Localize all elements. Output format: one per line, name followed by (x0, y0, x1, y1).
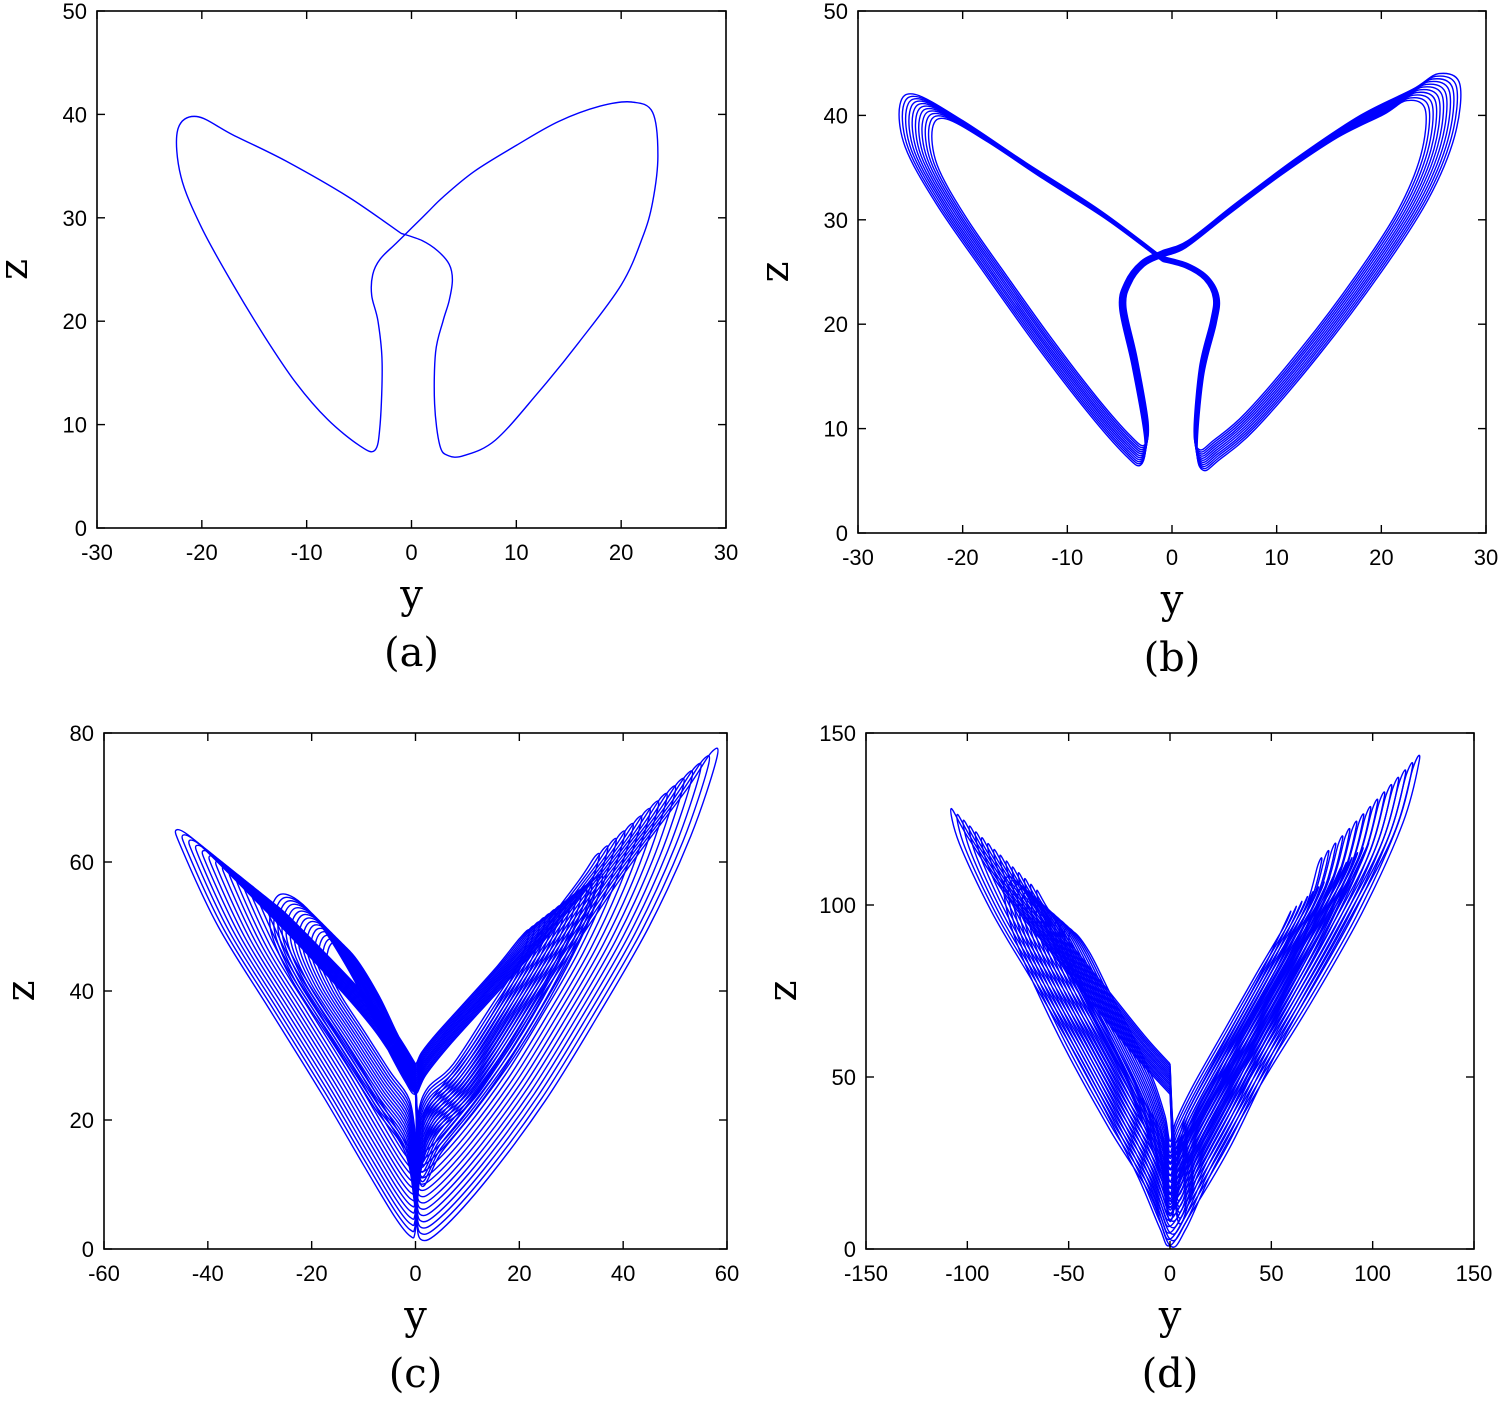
axes-frame-b (857, 10, 1487, 534)
x-tick-label: 50 (1259, 1261, 1283, 1286)
y-tick-label: 0 (844, 1237, 856, 1262)
x-axis-label-b: y (1160, 577, 1184, 623)
trajectory-a-0 (175, 101, 659, 458)
x-tick-label: -20 (296, 1261, 328, 1286)
trajectory-c-loop-14 (268, 852, 601, 1154)
y-axis-label-b: z (752, 261, 798, 282)
x-tick-label: 10 (504, 540, 528, 565)
x-tick-label: -10 (291, 540, 323, 565)
x-tick-label: 20 (1369, 545, 1393, 570)
y-tick-label: 150 (819, 721, 856, 746)
x-tick-label: -60 (88, 1261, 120, 1286)
x-tick-label: -100 (945, 1261, 989, 1286)
trajectory-c-loop-8 (228, 807, 651, 1192)
x-tick-label: 20 (507, 1261, 531, 1286)
x-tick-label: 30 (1474, 545, 1498, 570)
x-tick-label: -150 (844, 1261, 888, 1286)
x-tick-label: -30 (81, 540, 113, 565)
y-tick-label: 40 (70, 979, 94, 1004)
y-tick-label: 20 (63, 309, 87, 334)
x-tick-label: 0 (1166, 545, 1178, 570)
x-axis-label-d: y (1158, 1293, 1182, 1339)
y-axis-label-a: z (0, 259, 37, 280)
y-tick-label: 0 (75, 516, 87, 541)
trajectory-c-loop-12 (255, 837, 618, 1167)
x-tick-label: 10 (1264, 545, 1288, 570)
y-tick-label: 30 (63, 206, 87, 231)
trajectory-c-0 (174, 747, 719, 1242)
y-tick-label: 40 (63, 102, 87, 127)
y-tick-label: 0 (82, 1237, 94, 1262)
trajectory-c-loop-5 (208, 785, 677, 1210)
plot-area-a (175, 101, 659, 458)
x-axis-label-a: y (399, 572, 423, 618)
trajectory-c-loop-13 (262, 845, 609, 1160)
y-tick-label: 40 (824, 103, 848, 128)
x-tick-label: 100 (1354, 1261, 1391, 1286)
plot-area-b (898, 72, 1462, 472)
y-tick-label: 100 (819, 893, 856, 918)
x-tick-label: -40 (192, 1261, 224, 1286)
x-tick-label: -20 (186, 540, 218, 565)
panel-d: -150 -100 -50 0 50 100 150 0 50 100 150 y z (d) (760, 721, 1492, 1397)
y-tick-label: 50 (824, 0, 848, 24)
axes-frame-d (865, 732, 1475, 1250)
y-axis-label-c: z (0, 980, 44, 1001)
y-axis-label-d: z (760, 980, 806, 1001)
panel-a: -30 -20 -10 0 10 20 30 0 10 20 30 40 50 y z (a) (0, 0, 738, 676)
x-tick-label: 0 (409, 1261, 421, 1286)
trajectory-d-loop-9 (1005, 820, 1358, 1190)
trajectory-c-loop-10 (241, 822, 634, 1179)
trajectory-b-loop-10 (931, 99, 1427, 451)
y-tick-label: 30 (824, 208, 848, 233)
x-tick-label: -10 (1051, 545, 1083, 570)
axes-frame-a (96, 10, 727, 529)
x-tick-label: 150 (1456, 1261, 1493, 1286)
y-tick-label: 20 (70, 1108, 94, 1133)
trajectory-c-loop-11 (248, 830, 626, 1173)
x-tick-label: 40 (611, 1261, 635, 1286)
x-tick-label: -30 (842, 545, 874, 570)
x-axis-label-c: y (403, 1293, 427, 1339)
panel-caption-d: (d) (1142, 1351, 1199, 1397)
y-tick-label: 50 (832, 1065, 856, 1090)
plot-area-d (950, 754, 1421, 1248)
x-tick-label: 0 (405, 540, 417, 565)
panel-caption-c: (c) (389, 1351, 443, 1397)
trajectory-c-loop-1 (181, 755, 711, 1236)
y-tick-label: 10 (824, 417, 848, 442)
panel-caption-a: (a) (384, 630, 439, 676)
trajectory-c-loop-9 (235, 815, 643, 1185)
x-tick-label: -50 (1053, 1261, 1085, 1286)
x-tick-label: 60 (715, 1261, 739, 1286)
x-tick-label: 20 (609, 540, 633, 565)
trajectory-c-loop-6 (214, 792, 668, 1204)
x-tick-label: 30 (714, 540, 738, 565)
plot-area-c (174, 747, 719, 1242)
panel-b: -30 -20 -10 0 10 20 30 0 10 20 30 40 50 y z (b) (752, 0, 1498, 681)
panel-caption-b: (b) (1144, 635, 1201, 681)
y-tick-label: 80 (70, 721, 94, 746)
panel-c: -60 -40 -20 0 20 40 60 0 20 40 60 80 y z (c) (0, 721, 739, 1397)
x-tick-label: -20 (947, 545, 979, 570)
y-tick-label: 10 (63, 413, 87, 438)
x-tick-label: 0 (1164, 1261, 1176, 1286)
y-tick-label: 60 (70, 850, 94, 875)
y-tick-label: 20 (824, 312, 848, 337)
trajectory-d-loop-14 (1036, 857, 1323, 1158)
y-tick-label: 50 (63, 0, 87, 24)
y-tick-label: 0 (836, 521, 848, 546)
